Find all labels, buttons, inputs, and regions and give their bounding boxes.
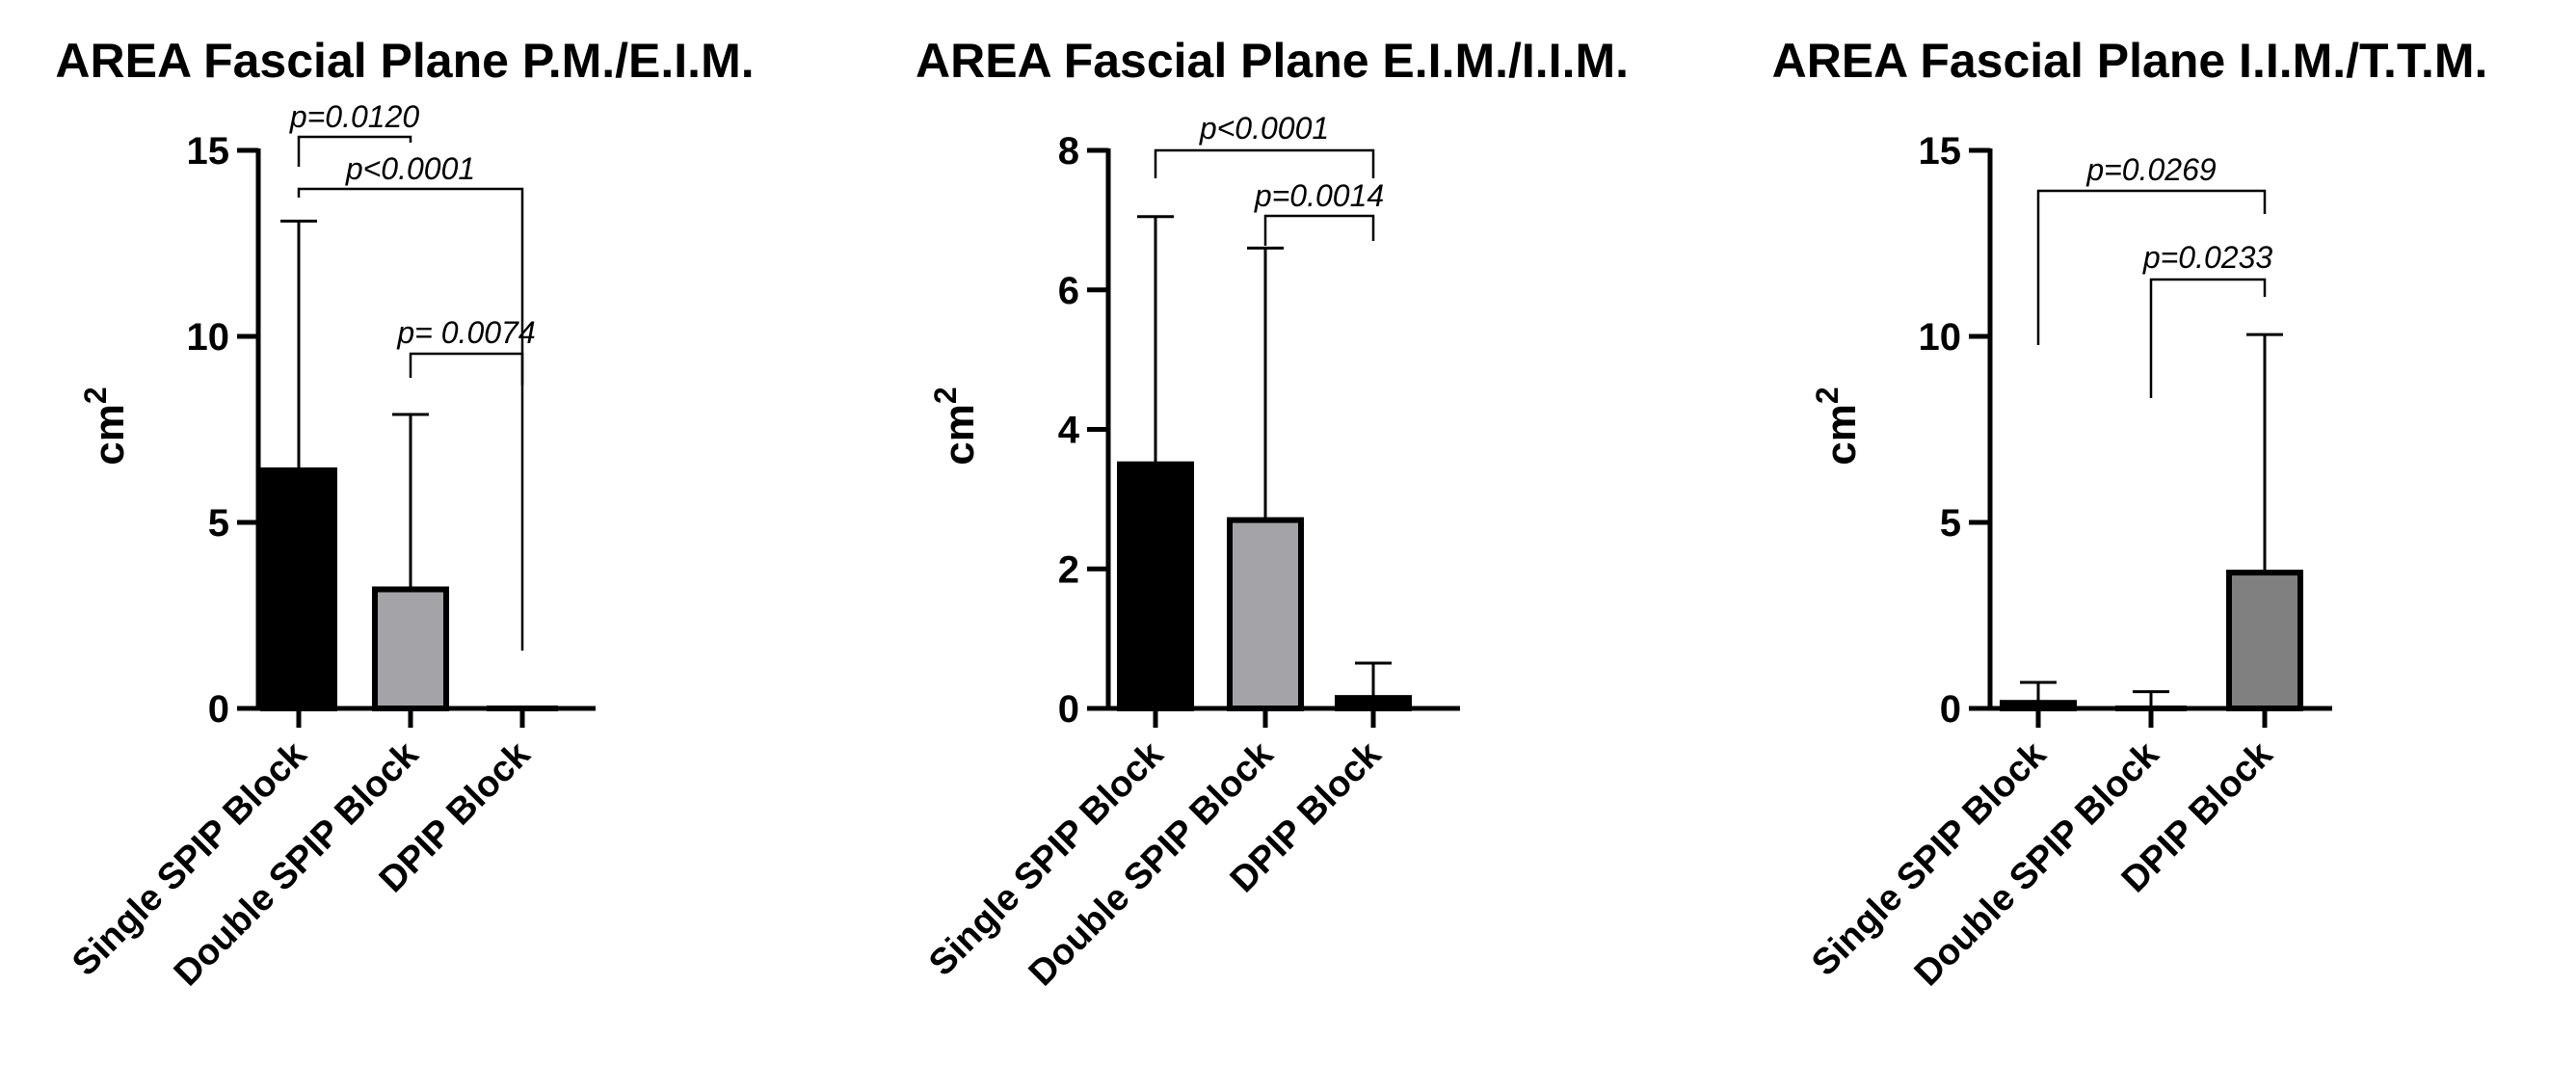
p-value-label: p=0.0269 xyxy=(2085,152,2217,187)
p-value-label: p<0.0001 xyxy=(345,151,475,186)
chart-panel-1: AREA Fascial Plane P.M./E.I.M.cm2051015S… xyxy=(55,34,754,994)
significance-bracket xyxy=(2036,189,2267,345)
p-value-label: p=0.0233 xyxy=(2142,240,2273,275)
y-axis-label: cm2 xyxy=(78,386,133,465)
y-axis-label: cm2 xyxy=(1810,386,1865,465)
y-tick-label: 15 xyxy=(187,130,230,173)
y-tick-label: 4 xyxy=(1058,410,1080,452)
significance-bracket xyxy=(1154,148,1375,178)
y-tick-label: 0 xyxy=(1940,688,1961,731)
p-value-label: p=0.0014 xyxy=(1254,178,1384,213)
significance-bracket xyxy=(297,135,412,167)
y-tick-label: 0 xyxy=(208,688,229,731)
bar xyxy=(260,466,337,711)
bar xyxy=(2226,570,2303,711)
y-tick-label: 6 xyxy=(1058,270,1079,312)
significance-bracket xyxy=(2149,278,2267,398)
p-value-label: p<0.0001 xyxy=(1199,111,1329,146)
chart-panel-2: AREA Fascial Plane E.I.M./I.I.M. cm2 0 2 4 6 8… xyxy=(916,34,1629,994)
y-tick-label: 10 xyxy=(187,316,230,359)
y-tick-label: 15 xyxy=(1919,130,1962,173)
bar xyxy=(1227,517,1304,712)
chart-title: AREA Fascial Plane E.I.M./I.I.M. xyxy=(916,34,1629,88)
p-value-label: p=0.0120 xyxy=(289,99,420,134)
chart-title: AREA Fascial Plane I.I.M./T.T.M. xyxy=(1772,34,2488,88)
chart-title: AREA Fascial Plane P.M./E.I.M. xyxy=(55,34,754,88)
y-tick-label: 0 xyxy=(1058,688,1079,731)
p-value-label: p= 0.0074 xyxy=(396,315,535,350)
significance-bracket xyxy=(409,352,524,386)
significance-bracket xyxy=(1263,214,1375,246)
y-tick-label: 5 xyxy=(208,502,229,545)
significance-bracket xyxy=(297,187,524,651)
bar xyxy=(2000,700,2077,712)
y-tick-label: 5 xyxy=(1940,502,1961,545)
chart-panel-3: AREA Fascial Plane I.I.M./T.T.M. cm2 0 5 10 1… xyxy=(1772,34,2488,994)
y-axis-label: cm2 xyxy=(928,386,983,465)
y-tick-label: 10 xyxy=(1919,316,1962,359)
y-tick-label: 8 xyxy=(1058,130,1079,173)
bar xyxy=(372,586,449,711)
bar xyxy=(1335,695,1412,711)
y-tick-label: 2 xyxy=(1058,548,1079,591)
bar xyxy=(1117,461,1194,711)
